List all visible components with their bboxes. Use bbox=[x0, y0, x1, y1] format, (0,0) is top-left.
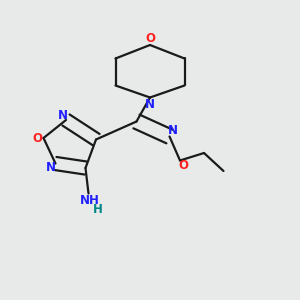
Text: O: O bbox=[145, 32, 155, 45]
Text: N: N bbox=[168, 124, 178, 137]
Text: NH: NH bbox=[80, 194, 100, 207]
Text: N: N bbox=[46, 160, 56, 174]
Text: O: O bbox=[32, 131, 43, 145]
Text: H: H bbox=[93, 203, 102, 216]
Text: N: N bbox=[58, 109, 68, 122]
Text: O: O bbox=[178, 159, 189, 172]
Text: N: N bbox=[145, 98, 155, 111]
